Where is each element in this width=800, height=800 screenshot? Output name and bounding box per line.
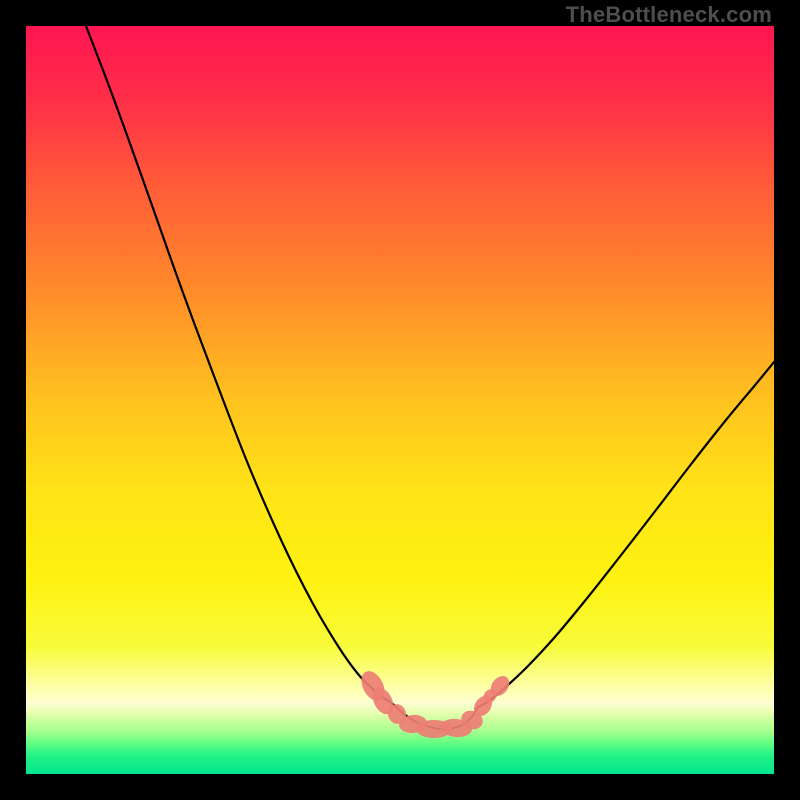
watermark-text: TheBottleneck.com: [566, 2, 772, 28]
curve-left: [86, 26, 394, 705]
valley-markers: [357, 667, 513, 738]
curve-right: [478, 362, 774, 707]
chart-svg: [0, 0, 800, 800]
